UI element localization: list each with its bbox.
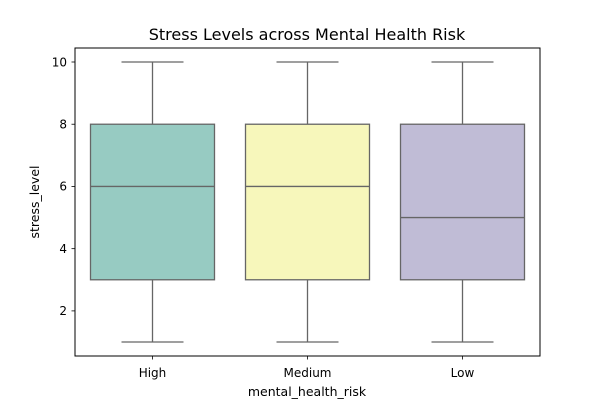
- y-tick-label: 2: [59, 304, 67, 318]
- y-tick-label: 8: [59, 118, 67, 132]
- y-axis: 2 4 6 8 10: [52, 55, 75, 318]
- y-tick-label: 6: [59, 180, 67, 194]
- box-high: [89, 61, 216, 343]
- iqr-box: [244, 123, 371, 281]
- y-axis-label: stress_level: [27, 166, 42, 239]
- iqr-box: [399, 123, 526, 281]
- box-low: [399, 61, 526, 343]
- chart-title: Stress Levels across Mental Health Risk: [149, 25, 466, 44]
- x-tick-label: High: [139, 366, 167, 380]
- x-axis-label: mental_health_risk: [248, 384, 367, 399]
- boxes-layer: [89, 61, 526, 343]
- box-medium: [244, 61, 371, 343]
- y-tick-label: 10: [52, 55, 67, 69]
- x-axis: High Medium Low: [139, 356, 475, 380]
- iqr-box: [89, 123, 216, 281]
- x-tick-label: Low: [451, 366, 475, 380]
- y-tick-label: 4: [59, 242, 67, 256]
- x-tick-label: Medium: [284, 366, 332, 380]
